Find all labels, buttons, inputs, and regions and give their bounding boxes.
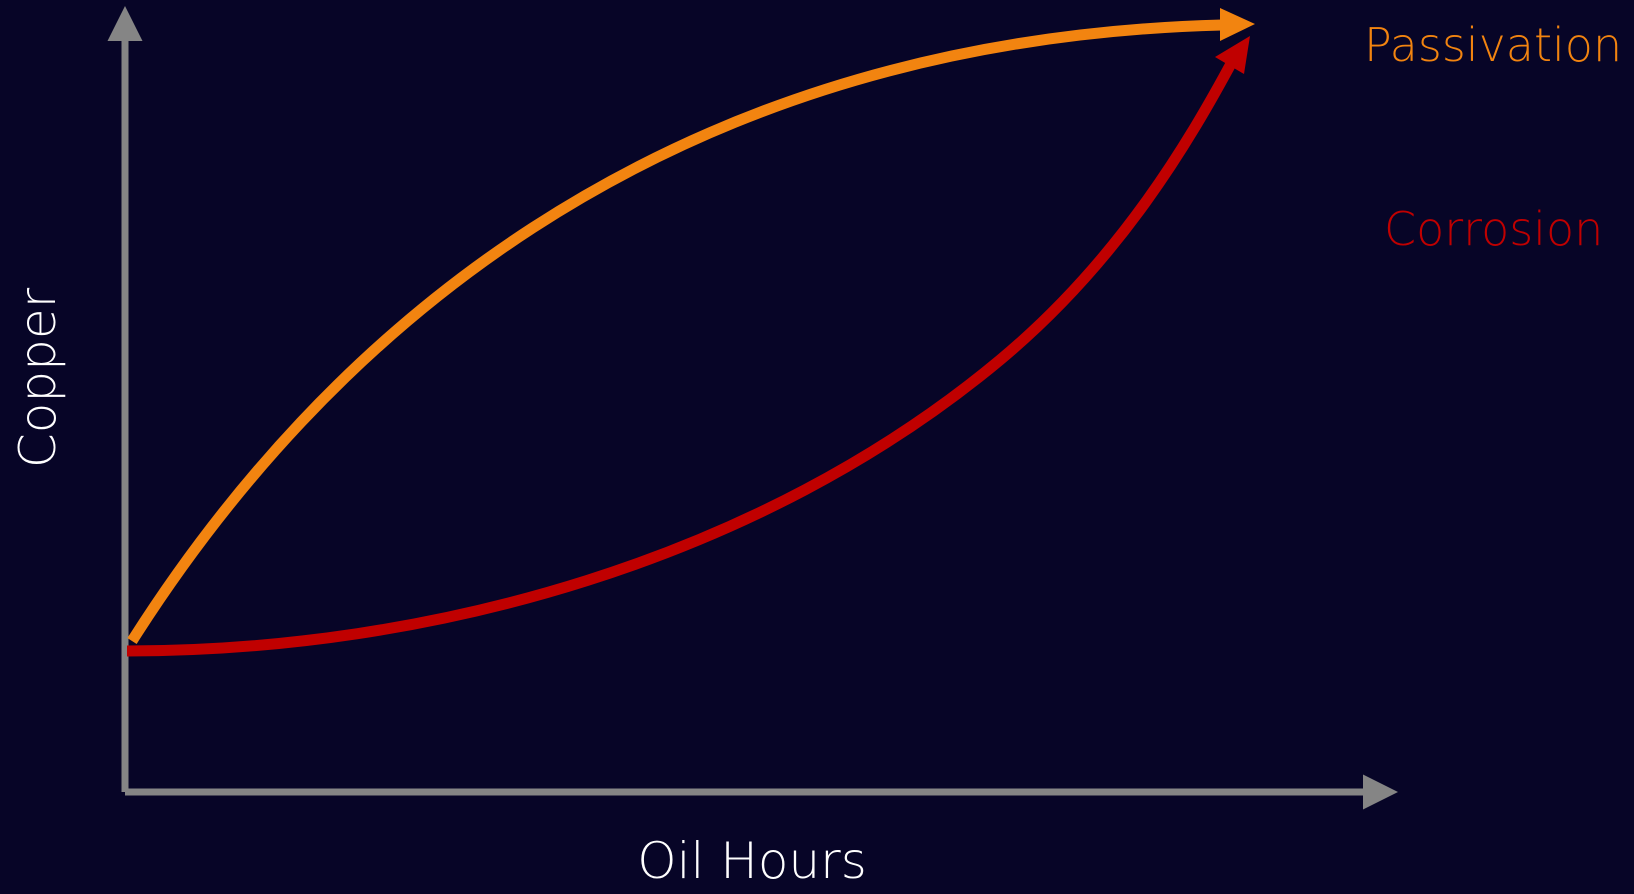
corrosion-label: Corrosion <box>1384 202 1604 256</box>
passivation-arrowhead <box>1220 8 1255 41</box>
corrosion-arrowhead <box>1215 36 1250 74</box>
passivation-label: Passivation <box>1364 18 1623 72</box>
passivation-curve <box>127 19 1223 644</box>
x-axis-label: Oil Hours <box>637 832 867 890</box>
corrosion-curve <box>126 57 1238 657</box>
y-axis-label: Copper <box>9 287 67 469</box>
